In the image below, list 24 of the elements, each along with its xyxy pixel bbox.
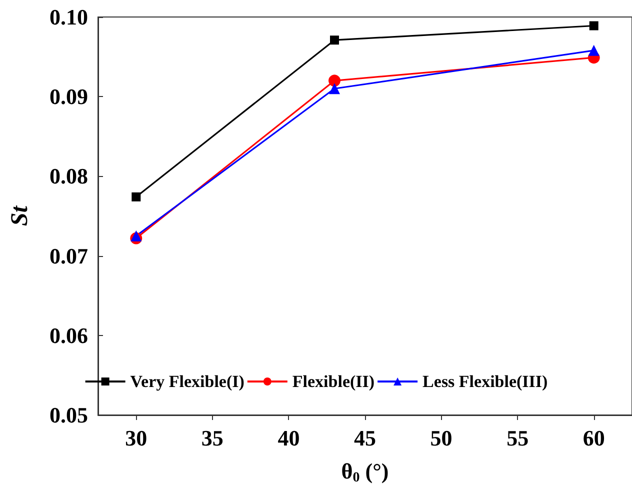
- legend-label: Very Flexible(I): [130, 372, 244, 391]
- y-tick-label: 0.07: [50, 243, 88, 268]
- point: [589, 21, 598, 30]
- x-tick-label: 40: [278, 426, 300, 450]
- y-axis-title: St: [7, 204, 33, 226]
- x-tick-label: 35: [201, 426, 224, 450]
- legend-label: Flexible(II): [292, 372, 375, 391]
- point: [130, 230, 142, 242]
- point: [330, 36, 339, 45]
- x-tick-label: 30: [125, 426, 148, 450]
- x-tick-label: 50: [430, 426, 452, 450]
- x-tick-label: 55: [506, 426, 529, 450]
- y-tick-label: 0.08: [50, 164, 88, 189]
- x-tick-label: 45: [354, 426, 376, 450]
- point: [328, 74, 340, 87]
- y-tick-label: 0.05: [50, 402, 88, 428]
- y-tick-label: 0.09: [50, 84, 88, 110]
- y-tick-label: 0.06: [50, 322, 88, 348]
- point: [132, 192, 141, 202]
- x-tick-label: 60: [582, 426, 605, 450]
- legend-label: Less Flexible(III): [422, 372, 548, 391]
- point: [328, 83, 340, 94]
- point: [588, 44, 600, 56]
- y-tick-label: 0.10: [50, 4, 88, 30]
